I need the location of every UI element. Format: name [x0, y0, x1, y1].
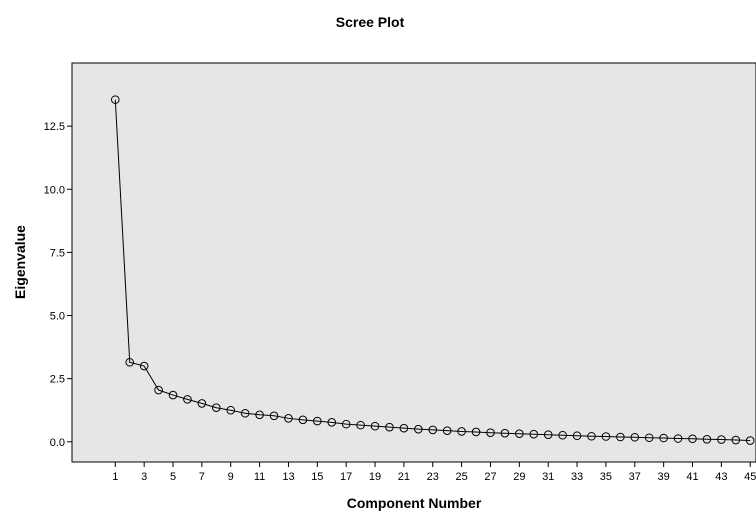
y-tick-label: 5.0: [50, 311, 65, 323]
x-tick-label: 13: [282, 471, 294, 483]
x-tick-label: 37: [629, 471, 641, 483]
x-tick-label: 7: [199, 471, 205, 483]
y-tick-label: 10.0: [44, 184, 65, 196]
x-tick-label: 43: [715, 471, 727, 483]
page: Scree Plot Component Number Eigenvalue 0…: [0, 0, 756, 514]
y-tick-label: 2.5: [50, 374, 65, 386]
x-tick-label: 45: [744, 471, 756, 483]
x-tick-label: 5: [170, 471, 176, 483]
x-tick-label: 3: [141, 471, 147, 483]
x-axis-label: Component Number: [347, 495, 482, 511]
plot-area: [72, 63, 756, 462]
x-tick-label: 27: [484, 471, 496, 483]
chart-title: Scree Plot: [336, 14, 405, 30]
y-axis-label: Eigenvalue: [12, 225, 28, 299]
x-tick-label: 23: [427, 471, 439, 483]
y-tick-label: 0.0: [50, 437, 65, 449]
x-tick-label: 41: [686, 471, 698, 483]
y-tick-label: 12.5: [44, 121, 65, 133]
x-tick-label: 1: [112, 471, 118, 483]
x-tick-label: 15: [311, 471, 323, 483]
x-tick-label: 11: [254, 471, 265, 483]
x-tick-label: 29: [513, 471, 525, 483]
x-tick-label: 25: [455, 471, 467, 483]
x-tick-label: 9: [228, 471, 234, 483]
x-tick-label: 31: [542, 471, 554, 483]
y-tick-label: 7.5: [50, 247, 65, 259]
x-tick-label: 17: [340, 471, 352, 483]
chart: Scree Plot Component Number Eigenvalue 0…: [0, 0, 756, 514]
x-tick-label: 19: [369, 471, 381, 483]
x-tick-label: 35: [600, 471, 612, 483]
x-tick-label: 33: [571, 471, 583, 483]
x-tick-label: 39: [658, 471, 670, 483]
x-tick-label: 21: [398, 471, 410, 483]
